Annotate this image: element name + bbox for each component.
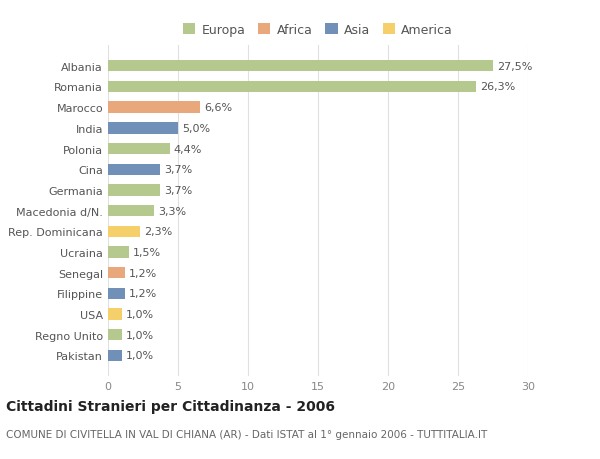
Bar xyxy=(108,164,160,175)
Text: COMUNE DI CIVITELLA IN VAL DI CHIANA (AR) - Dati ISTAT al 1° gennaio 2006 - TUTT: COMUNE DI CIVITELLA IN VAL DI CHIANA (AR… xyxy=(6,429,487,439)
Text: 1,2%: 1,2% xyxy=(129,268,157,278)
Bar xyxy=(108,288,125,299)
Text: 1,0%: 1,0% xyxy=(126,351,154,361)
Bar xyxy=(108,185,160,196)
Bar xyxy=(108,144,170,155)
Text: 27,5%: 27,5% xyxy=(497,62,533,72)
Text: 1,2%: 1,2% xyxy=(129,289,157,299)
Text: 4,4%: 4,4% xyxy=(174,144,202,154)
Text: 3,3%: 3,3% xyxy=(158,206,187,216)
Bar xyxy=(108,123,178,134)
Text: 6,6%: 6,6% xyxy=(205,103,233,113)
Text: 3,7%: 3,7% xyxy=(164,185,192,196)
Bar xyxy=(108,330,122,341)
Text: 1,5%: 1,5% xyxy=(133,247,161,257)
Bar xyxy=(108,226,140,237)
Text: 26,3%: 26,3% xyxy=(481,82,515,92)
Text: 3,7%: 3,7% xyxy=(164,165,192,175)
Text: 1,0%: 1,0% xyxy=(126,309,154,319)
Bar xyxy=(108,309,122,320)
Legend: Europa, Africa, Asia, America: Europa, Africa, Asia, America xyxy=(178,19,458,42)
Text: 5,0%: 5,0% xyxy=(182,123,211,134)
Text: 2,3%: 2,3% xyxy=(145,227,173,237)
Bar xyxy=(108,61,493,72)
Bar xyxy=(108,268,125,279)
Bar xyxy=(108,247,129,258)
Bar xyxy=(108,350,122,361)
Text: Cittadini Stranieri per Cittadinanza - 2006: Cittadini Stranieri per Cittadinanza - 2… xyxy=(6,399,335,413)
Bar xyxy=(108,82,476,93)
Bar xyxy=(108,206,154,217)
Bar xyxy=(108,102,200,113)
Text: 1,0%: 1,0% xyxy=(126,330,154,340)
